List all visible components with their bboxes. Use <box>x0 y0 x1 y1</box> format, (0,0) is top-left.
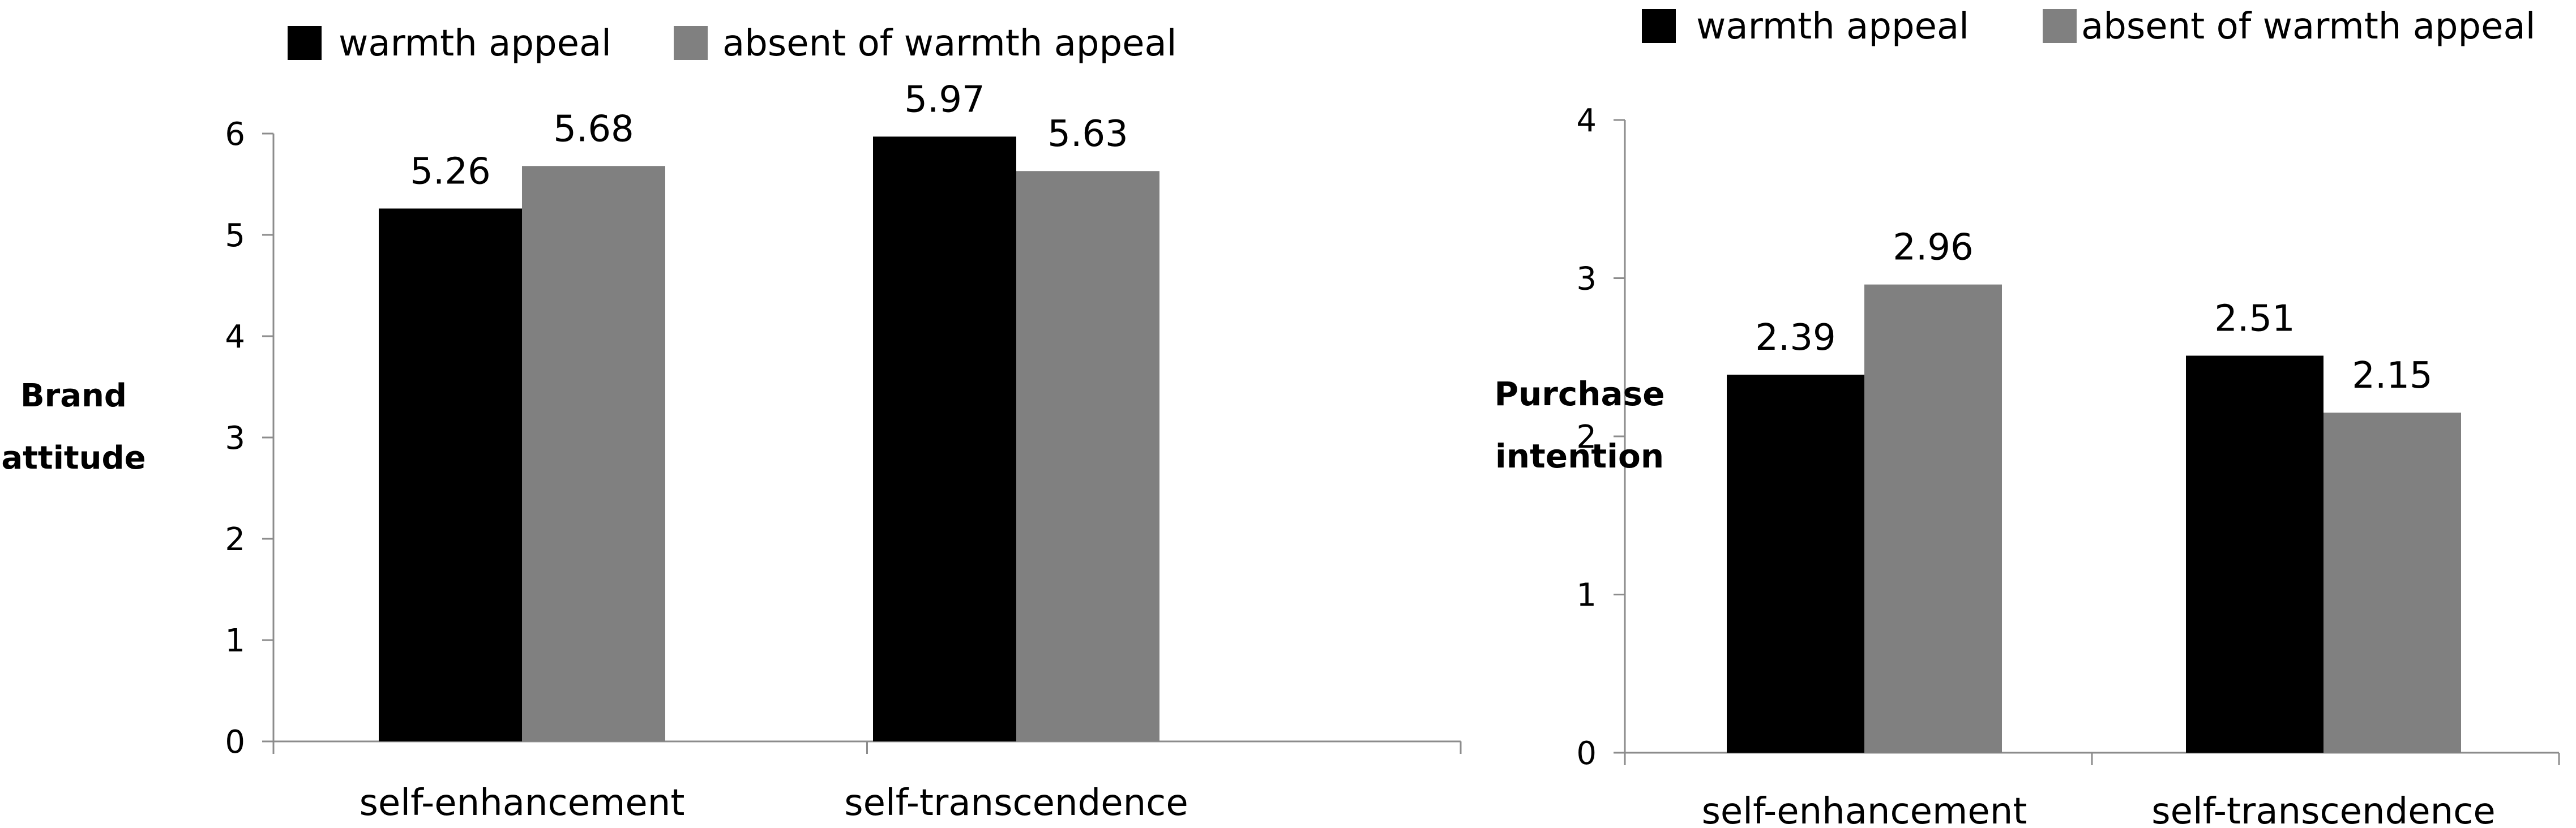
chart2-bar-absent-1 <box>1864 284 2002 753</box>
chart2-legend-swatch-warmth <box>1642 9 1676 43</box>
chart1-category-label: self-transcendence <box>844 782 1188 824</box>
chart1-y-tick-label: 6 <box>225 116 245 153</box>
chart2-y-tick-label: 4 <box>1576 102 1597 139</box>
chart2-category-label: self-transcendence <box>2151 791 2495 828</box>
chart2-legend-label: warmth appeal <box>1696 6 1969 48</box>
chart1-data-label: 5.63 <box>1047 113 1128 155</box>
chart1-legend-label: absent of warmth appeal <box>722 23 1177 65</box>
chart1-y-axis-title: attitude <box>1 440 146 477</box>
chart1-data-label: 5.97 <box>904 79 985 121</box>
chart1-data-label: 5.68 <box>553 108 634 150</box>
chart1-bar-absent-2 <box>1016 171 1159 742</box>
chart2-bar-warmth-2 <box>2186 355 2323 753</box>
chart2-data-label: 2.15 <box>2352 355 2433 397</box>
chart2-data-label: 2.51 <box>2214 298 2295 340</box>
chart1-bar-warmth-2 <box>873 136 1016 741</box>
chart1-y-axis-title: Brand <box>20 377 127 414</box>
chart2-data-label: 2.96 <box>1893 227 1974 269</box>
chart1-y-tick-label: 4 <box>225 319 245 355</box>
chart2-y-tick-label: 2 <box>1576 419 1597 456</box>
chart2-bar-warmth-1 <box>1727 374 1864 753</box>
chart1-category-label: self-enhancement <box>360 782 685 824</box>
chart1-bar-warmth-1 <box>379 208 522 742</box>
chart2-category-label: self-enhancement <box>1702 791 2027 828</box>
chart2-y-axis-title: Purchase <box>1494 375 1664 413</box>
chart2-y-tick-label: 3 <box>1576 261 1597 298</box>
chart1-legend-swatch-absent <box>674 26 708 60</box>
chart1-legend-swatch-warmth <box>288 26 322 60</box>
chart1-y-tick-label: 1 <box>225 623 245 659</box>
chart1-bar-absent-1 <box>522 166 665 741</box>
chart1-y-tick-label: 3 <box>225 420 245 457</box>
chart1-y-tick-label: 0 <box>225 724 245 761</box>
chart1-legend-label: warmth appeal <box>339 23 611 65</box>
chart2-data-label: 2.39 <box>1755 317 1836 359</box>
chart2-legend-label: absent of warmth appeal <box>2081 6 2536 48</box>
chart1-y-tick-label: 2 <box>225 521 245 558</box>
chart2-y-tick-label: 0 <box>1576 735 1597 772</box>
chart2-bar-absent-2 <box>2323 413 2461 753</box>
chart1-y-tick-label: 5 <box>225 217 245 254</box>
chart2-legend-swatch-absent <box>2043 9 2077 43</box>
chart2-y-tick-label: 1 <box>1576 577 1597 614</box>
chart2-y-axis-title: intention <box>1495 437 1664 475</box>
chart1-data-label: 5.26 <box>410 151 491 192</box>
